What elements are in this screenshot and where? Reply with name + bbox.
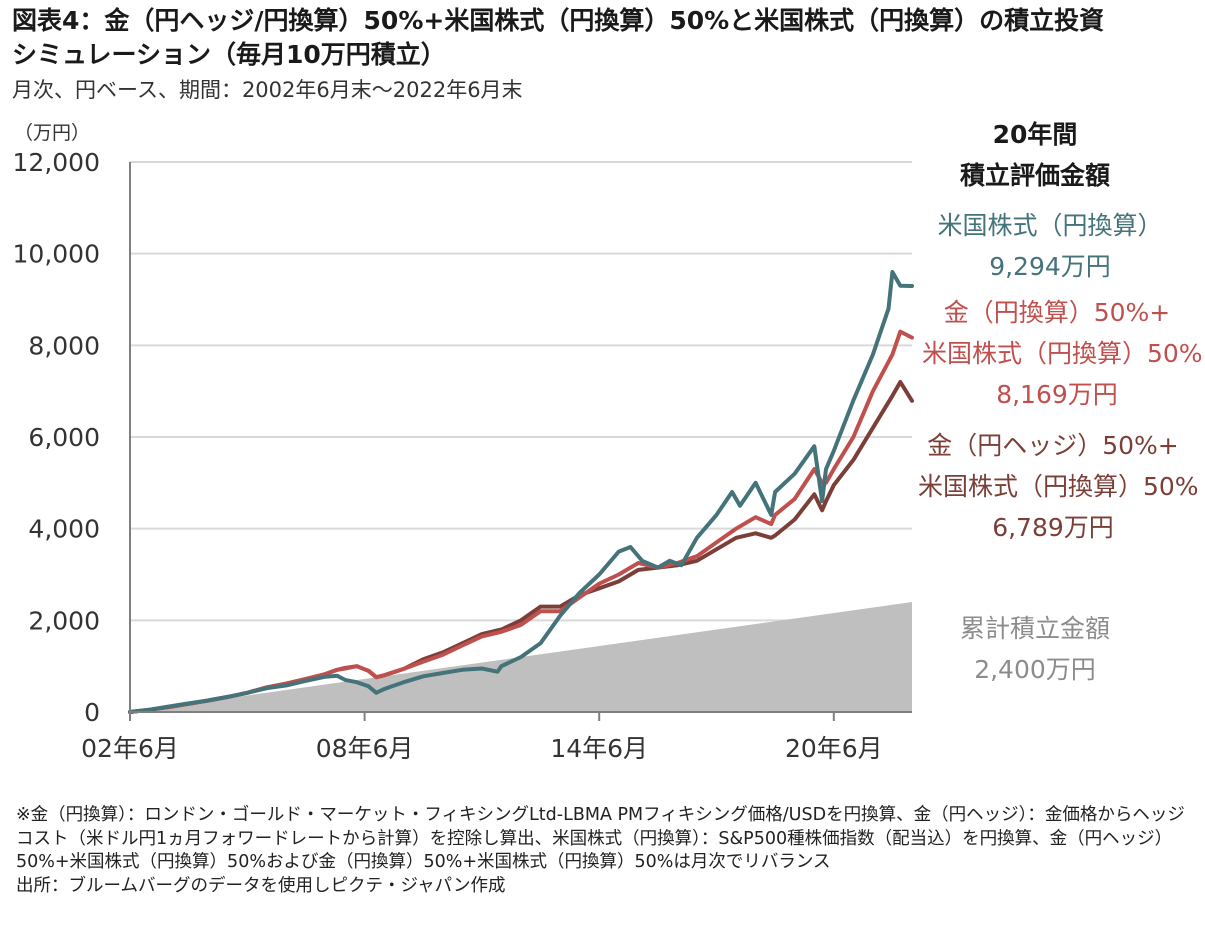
legend-gold-hedge-name-1: 金（円ヘッジ）50%+ xyxy=(927,431,1179,460)
legend-cumulative-name: 累計積立金額 xyxy=(959,614,1110,643)
x-tick-label: 20年6月 xyxy=(785,734,883,763)
x-tick-label: 08年6月 xyxy=(316,734,414,763)
axes-layer xyxy=(129,162,912,721)
x-tick-labels: 02年6月 08年6月 14年6月 20年6月 xyxy=(81,734,883,763)
series-lines-layer xyxy=(128,270,914,714)
footnotes: ※金（円換算）：ロンドン・ゴールド・マーケット・フィキシングLtd-LBMA P… xyxy=(16,804,1191,898)
legend-gold-jpy-value: 8,169万円 xyxy=(996,380,1118,409)
y-tick-labels: 0 2,000 4,000 6,000 8,000 10,000 12,000 xyxy=(13,148,100,727)
y-tick-label: 2,000 xyxy=(28,606,100,635)
footnote-source: 出所：ブルームバーグのデータを使用しピクテ・ジャパン作成 xyxy=(16,875,506,896)
chart-title-line2: シミュレーション（毎月10万円積立） xyxy=(12,40,446,69)
y-tick-label: 12,000 xyxy=(13,148,100,177)
legend-us-value: 9,294万円 xyxy=(989,252,1111,281)
legend-cumulative-value: 2,400万円 xyxy=(974,655,1096,684)
x-tick-label: 14年6月 xyxy=(550,734,648,763)
y-tick-label: 0 xyxy=(84,698,100,727)
chart-title-line1: 図表4：金（円ヘッジ/円換算）50%+米国株式（円換算）50%と米国株式（円換算… xyxy=(12,6,1105,35)
chart-title: 図表4：金（円ヘッジ/円換算）50%+米国株式（円換算）50%と米国株式（円換算… xyxy=(12,4,1192,72)
chart-subtitle: 月次、円ベース、期間：2002年6月末～2022年6月末 xyxy=(12,78,523,102)
legend-gold-jpy-name-1: 金（円換算）50%+ xyxy=(943,298,1171,327)
sidebar-heading-1: 20年間 xyxy=(992,120,1078,149)
legend-us-name: 米国株式（円換算） xyxy=(937,211,1163,240)
y-tick-label: 8,000 xyxy=(28,331,100,360)
footnote-definitions: ※金（円換算）：ロンドン・ゴールド・マーケット・フィキシングLtd-LBMA P… xyxy=(16,805,1185,872)
y-tick-label: 4,000 xyxy=(28,515,100,544)
legend-gold-hedge-name-2: 米国株式（円換算）50% xyxy=(918,472,1199,501)
legend-gold-hedge-value: 6,789万円 xyxy=(992,513,1114,542)
y-tick-label: 6,000 xyxy=(28,423,100,452)
legend-gold-jpy-name-2: 米国株式（円換算）50% xyxy=(922,339,1203,368)
y-tick-label: 10,000 xyxy=(13,240,100,269)
sidebar-heading-2: 積立評価金額 xyxy=(959,161,1110,190)
grid-lines xyxy=(130,161,912,622)
series-line-us-stock xyxy=(128,270,914,714)
x-tick-label: 02年6月 xyxy=(81,734,179,763)
y-axis-unit-label: （万円） xyxy=(14,122,91,144)
